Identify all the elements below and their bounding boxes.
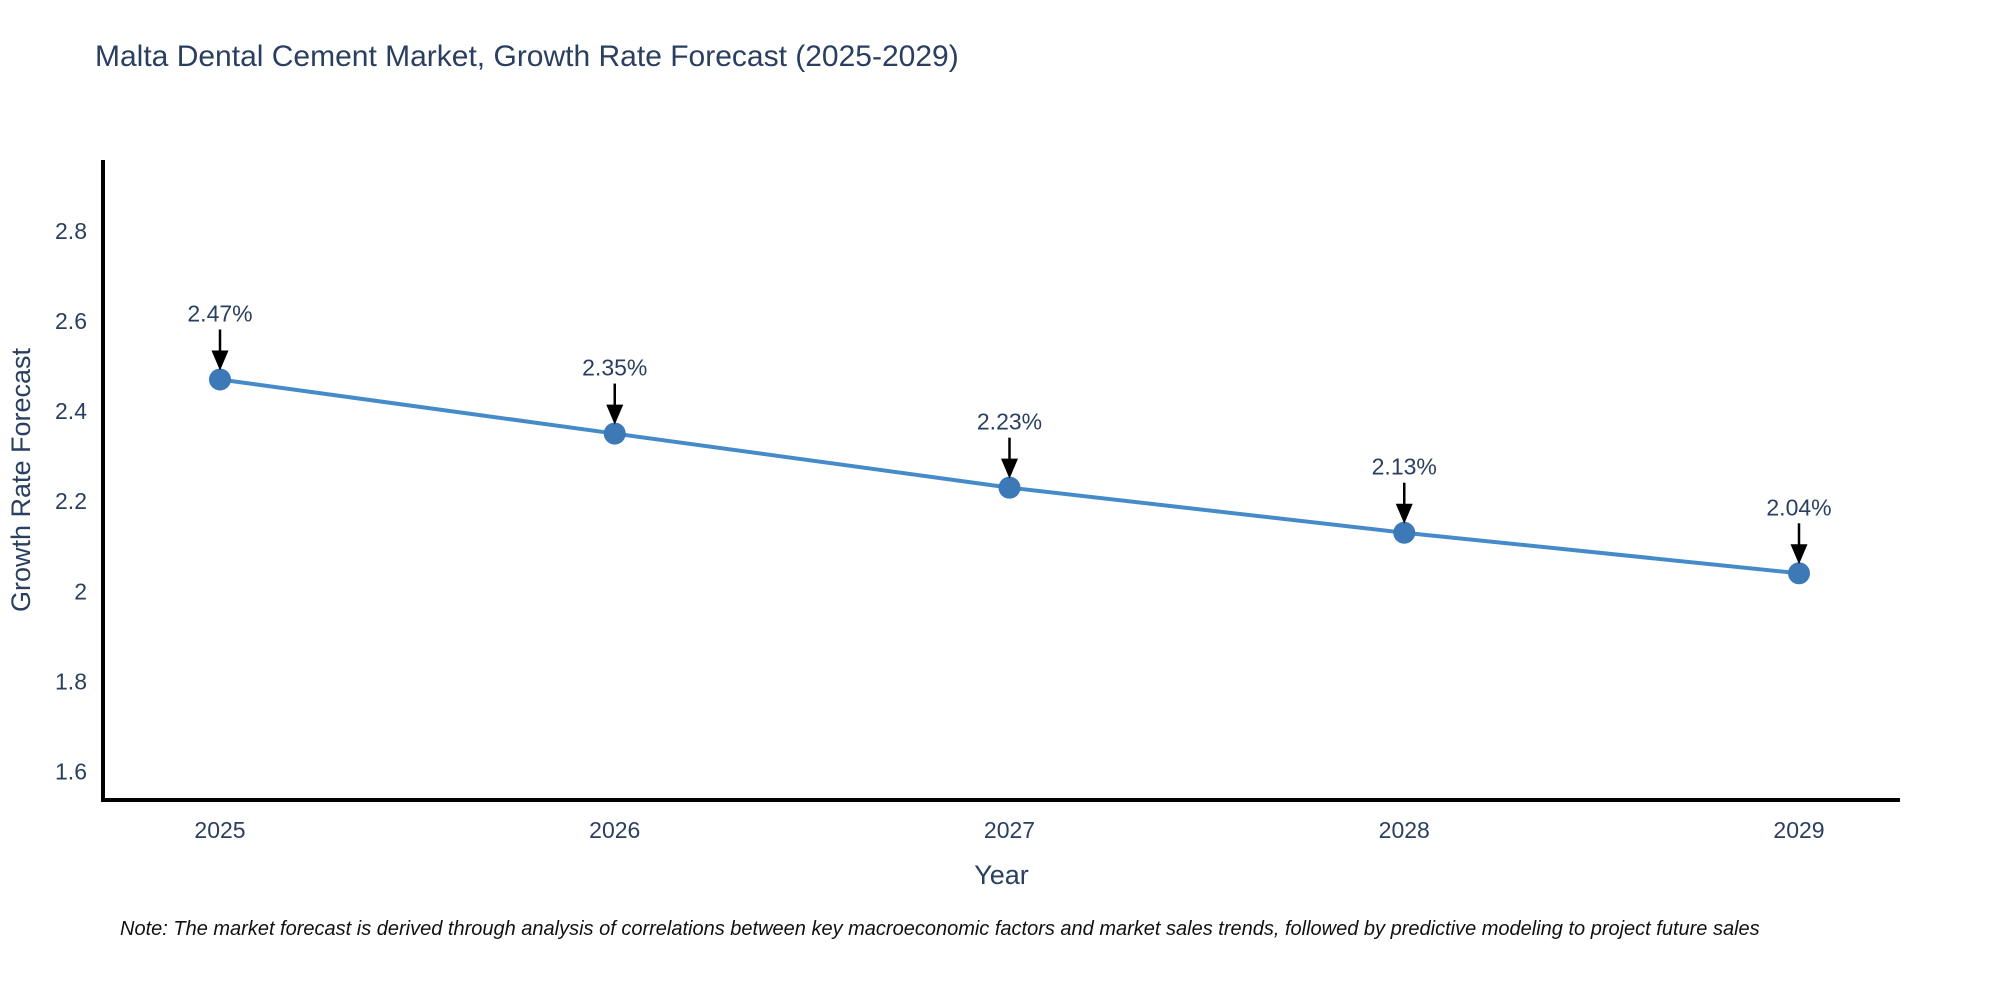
data-point[interactable] bbox=[1788, 562, 1810, 585]
point-value-label: 2.35% bbox=[582, 355, 647, 381]
y-tick-label: 2.8 bbox=[55, 218, 87, 244]
point-value-label: 2.47% bbox=[187, 300, 252, 326]
point-value-label: 2.23% bbox=[977, 409, 1042, 435]
data-point[interactable] bbox=[1393, 521, 1416, 544]
x-tick-label: 2027 bbox=[984, 817, 1035, 843]
y-tick-label: 2.6 bbox=[55, 308, 87, 334]
data-point[interactable] bbox=[998, 476, 1021, 499]
note-text: Note: The market forecast is derived thr… bbox=[120, 918, 1760, 940]
y-tick-label: 1.8 bbox=[55, 668, 87, 694]
annotation-arrow-head bbox=[1001, 458, 1018, 479]
annotation-arrow-head bbox=[1395, 503, 1413, 524]
point-value-label: 2.04% bbox=[1766, 494, 1831, 520]
data-point[interactable] bbox=[209, 368, 231, 391]
x-tick-label: 2029 bbox=[1773, 817, 1824, 843]
annotation-arrow-head bbox=[1790, 544, 1808, 565]
y-tick-label: 2 bbox=[74, 578, 87, 604]
point-value-label: 2.13% bbox=[1372, 454, 1437, 480]
x-axis-title: Year bbox=[974, 860, 1029, 890]
x-tick-label: 2025 bbox=[194, 817, 245, 843]
chart-title: Malta Dental Cement Market, Growth Rate … bbox=[95, 40, 959, 73]
annotation-arrow-head bbox=[211, 350, 229, 371]
y-tick-label: 2.4 bbox=[55, 398, 87, 424]
y-tick-label: 1.6 bbox=[55, 759, 87, 785]
y-axis-title: Growth Rate Forecast bbox=[6, 347, 36, 612]
data-point[interactable] bbox=[603, 422, 626, 445]
annotation-arrow-head bbox=[606, 404, 624, 425]
y-tick-label: 2.2 bbox=[55, 488, 87, 514]
x-tick-label: 2028 bbox=[1379, 817, 1430, 843]
x-tick-label: 2026 bbox=[589, 817, 640, 843]
